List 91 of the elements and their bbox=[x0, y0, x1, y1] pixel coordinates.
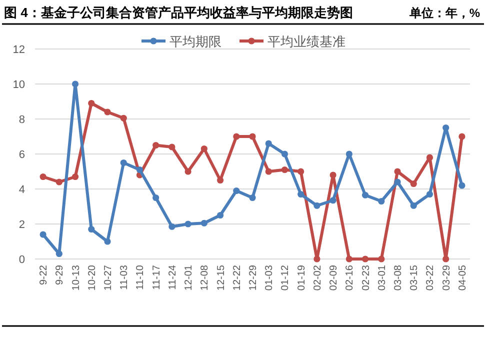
chart-title: 图 4：基金子公司集合资管产品平均收益率与平均期限走势图 bbox=[4, 5, 353, 20]
point bbox=[426, 190, 434, 198]
point bbox=[394, 178, 401, 186]
x-tick-label: 03-29 bbox=[441, 264, 452, 291]
point bbox=[104, 238, 111, 245]
x-tick-label: 12-08 bbox=[200, 264, 211, 291]
point bbox=[249, 194, 256, 202]
point bbox=[410, 180, 417, 188]
x-tick-label: 03-15 bbox=[409, 264, 420, 291]
point bbox=[410, 202, 417, 209]
point bbox=[40, 231, 46, 238]
x-tick-label: 01-19 bbox=[296, 264, 308, 291]
point bbox=[168, 144, 176, 150]
point bbox=[200, 220, 208, 226]
x-tick-label: 12-15 bbox=[216, 264, 227, 291]
legend-label: 平均业绩基准 bbox=[268, 34, 346, 49]
x-tick-label: 10-20 bbox=[86, 264, 98, 291]
point bbox=[40, 173, 46, 180]
x-tick-label: 12-01 bbox=[184, 264, 195, 291]
point bbox=[249, 133, 256, 140]
y-tick-label: 12 bbox=[12, 44, 25, 56]
point bbox=[136, 166, 144, 174]
text: 单位：年，% bbox=[408, 6, 480, 20]
point bbox=[458, 133, 466, 140]
x-tick-label: 11-03 bbox=[119, 264, 130, 290]
x-tick-label: 11-17 bbox=[151, 264, 162, 290]
y-tick-label: 8 bbox=[18, 114, 25, 126]
x-tick-label: 02-16 bbox=[344, 264, 356, 291]
point bbox=[216, 212, 224, 219]
point bbox=[298, 190, 304, 198]
y-tick-label: 2 bbox=[18, 219, 25, 231]
x-tick-label: 03-08 bbox=[393, 264, 404, 291]
y-tick-label: 4 bbox=[18, 184, 25, 196]
x-tick-label: 02-09 bbox=[328, 264, 340, 291]
x-tick-label: 01-12 bbox=[280, 264, 292, 291]
point bbox=[265, 168, 272, 175]
point bbox=[378, 198, 385, 205]
point bbox=[233, 133, 240, 140]
point bbox=[200, 145, 208, 152]
point bbox=[104, 108, 111, 116]
x-tick-label: 10-27 bbox=[103, 264, 114, 291]
point bbox=[152, 194, 160, 202]
point bbox=[184, 168, 192, 175]
point bbox=[442, 124, 450, 132]
point bbox=[458, 182, 466, 189]
x-tick-label: 04-05 bbox=[457, 264, 468, 291]
point bbox=[56, 250, 62, 258]
point bbox=[426, 154, 434, 161]
point bbox=[362, 192, 369, 198]
point bbox=[281, 150, 288, 158]
point bbox=[72, 80, 79, 88]
x-tick-label: 10-13 bbox=[70, 264, 82, 291]
point bbox=[346, 256, 352, 262]
point bbox=[394, 168, 401, 175]
point bbox=[233, 187, 240, 194]
point bbox=[72, 173, 79, 180]
point bbox=[120, 159, 127, 166]
x-tick-label: 12-29 bbox=[248, 264, 259, 291]
legend-label: 平均期限 bbox=[170, 34, 222, 49]
x-tick-label: 01-03 bbox=[264, 264, 276, 291]
x-tick-label: 11-10 bbox=[135, 264, 146, 290]
x-tick-label: 12-22 bbox=[232, 264, 243, 291]
point bbox=[330, 172, 336, 178]
point bbox=[346, 150, 352, 158]
y-tick-label: 6 bbox=[18, 149, 25, 161]
x-tick-label: 03-01 bbox=[376, 264, 388, 291]
x-tick-label: 03-22 bbox=[425, 264, 436, 291]
point bbox=[120, 114, 127, 122]
point bbox=[330, 197, 336, 204]
point bbox=[184, 220, 192, 228]
x-tick-label: 9-29 bbox=[54, 264, 66, 286]
point bbox=[378, 256, 385, 262]
point bbox=[298, 168, 304, 175]
point bbox=[152, 142, 160, 149]
point bbox=[216, 176, 224, 184]
x-tick-label: 02-02 bbox=[312, 264, 324, 291]
y-tick-label: 10 bbox=[12, 79, 25, 91]
y-tick-label: 0 bbox=[18, 254, 25, 266]
point bbox=[362, 256, 369, 262]
point bbox=[265, 140, 272, 147]
point bbox=[314, 256, 320, 262]
point bbox=[88, 226, 95, 233]
x-tick-label: 11-24 bbox=[167, 264, 178, 290]
point bbox=[281, 166, 288, 174]
x-tick-label: 9-22 bbox=[38, 264, 50, 286]
point bbox=[88, 100, 95, 107]
point bbox=[56, 178, 62, 186]
point bbox=[168, 223, 176, 230]
point bbox=[314, 202, 320, 209]
x-tick-label: 02-23 bbox=[360, 264, 372, 291]
point bbox=[442, 256, 450, 262]
